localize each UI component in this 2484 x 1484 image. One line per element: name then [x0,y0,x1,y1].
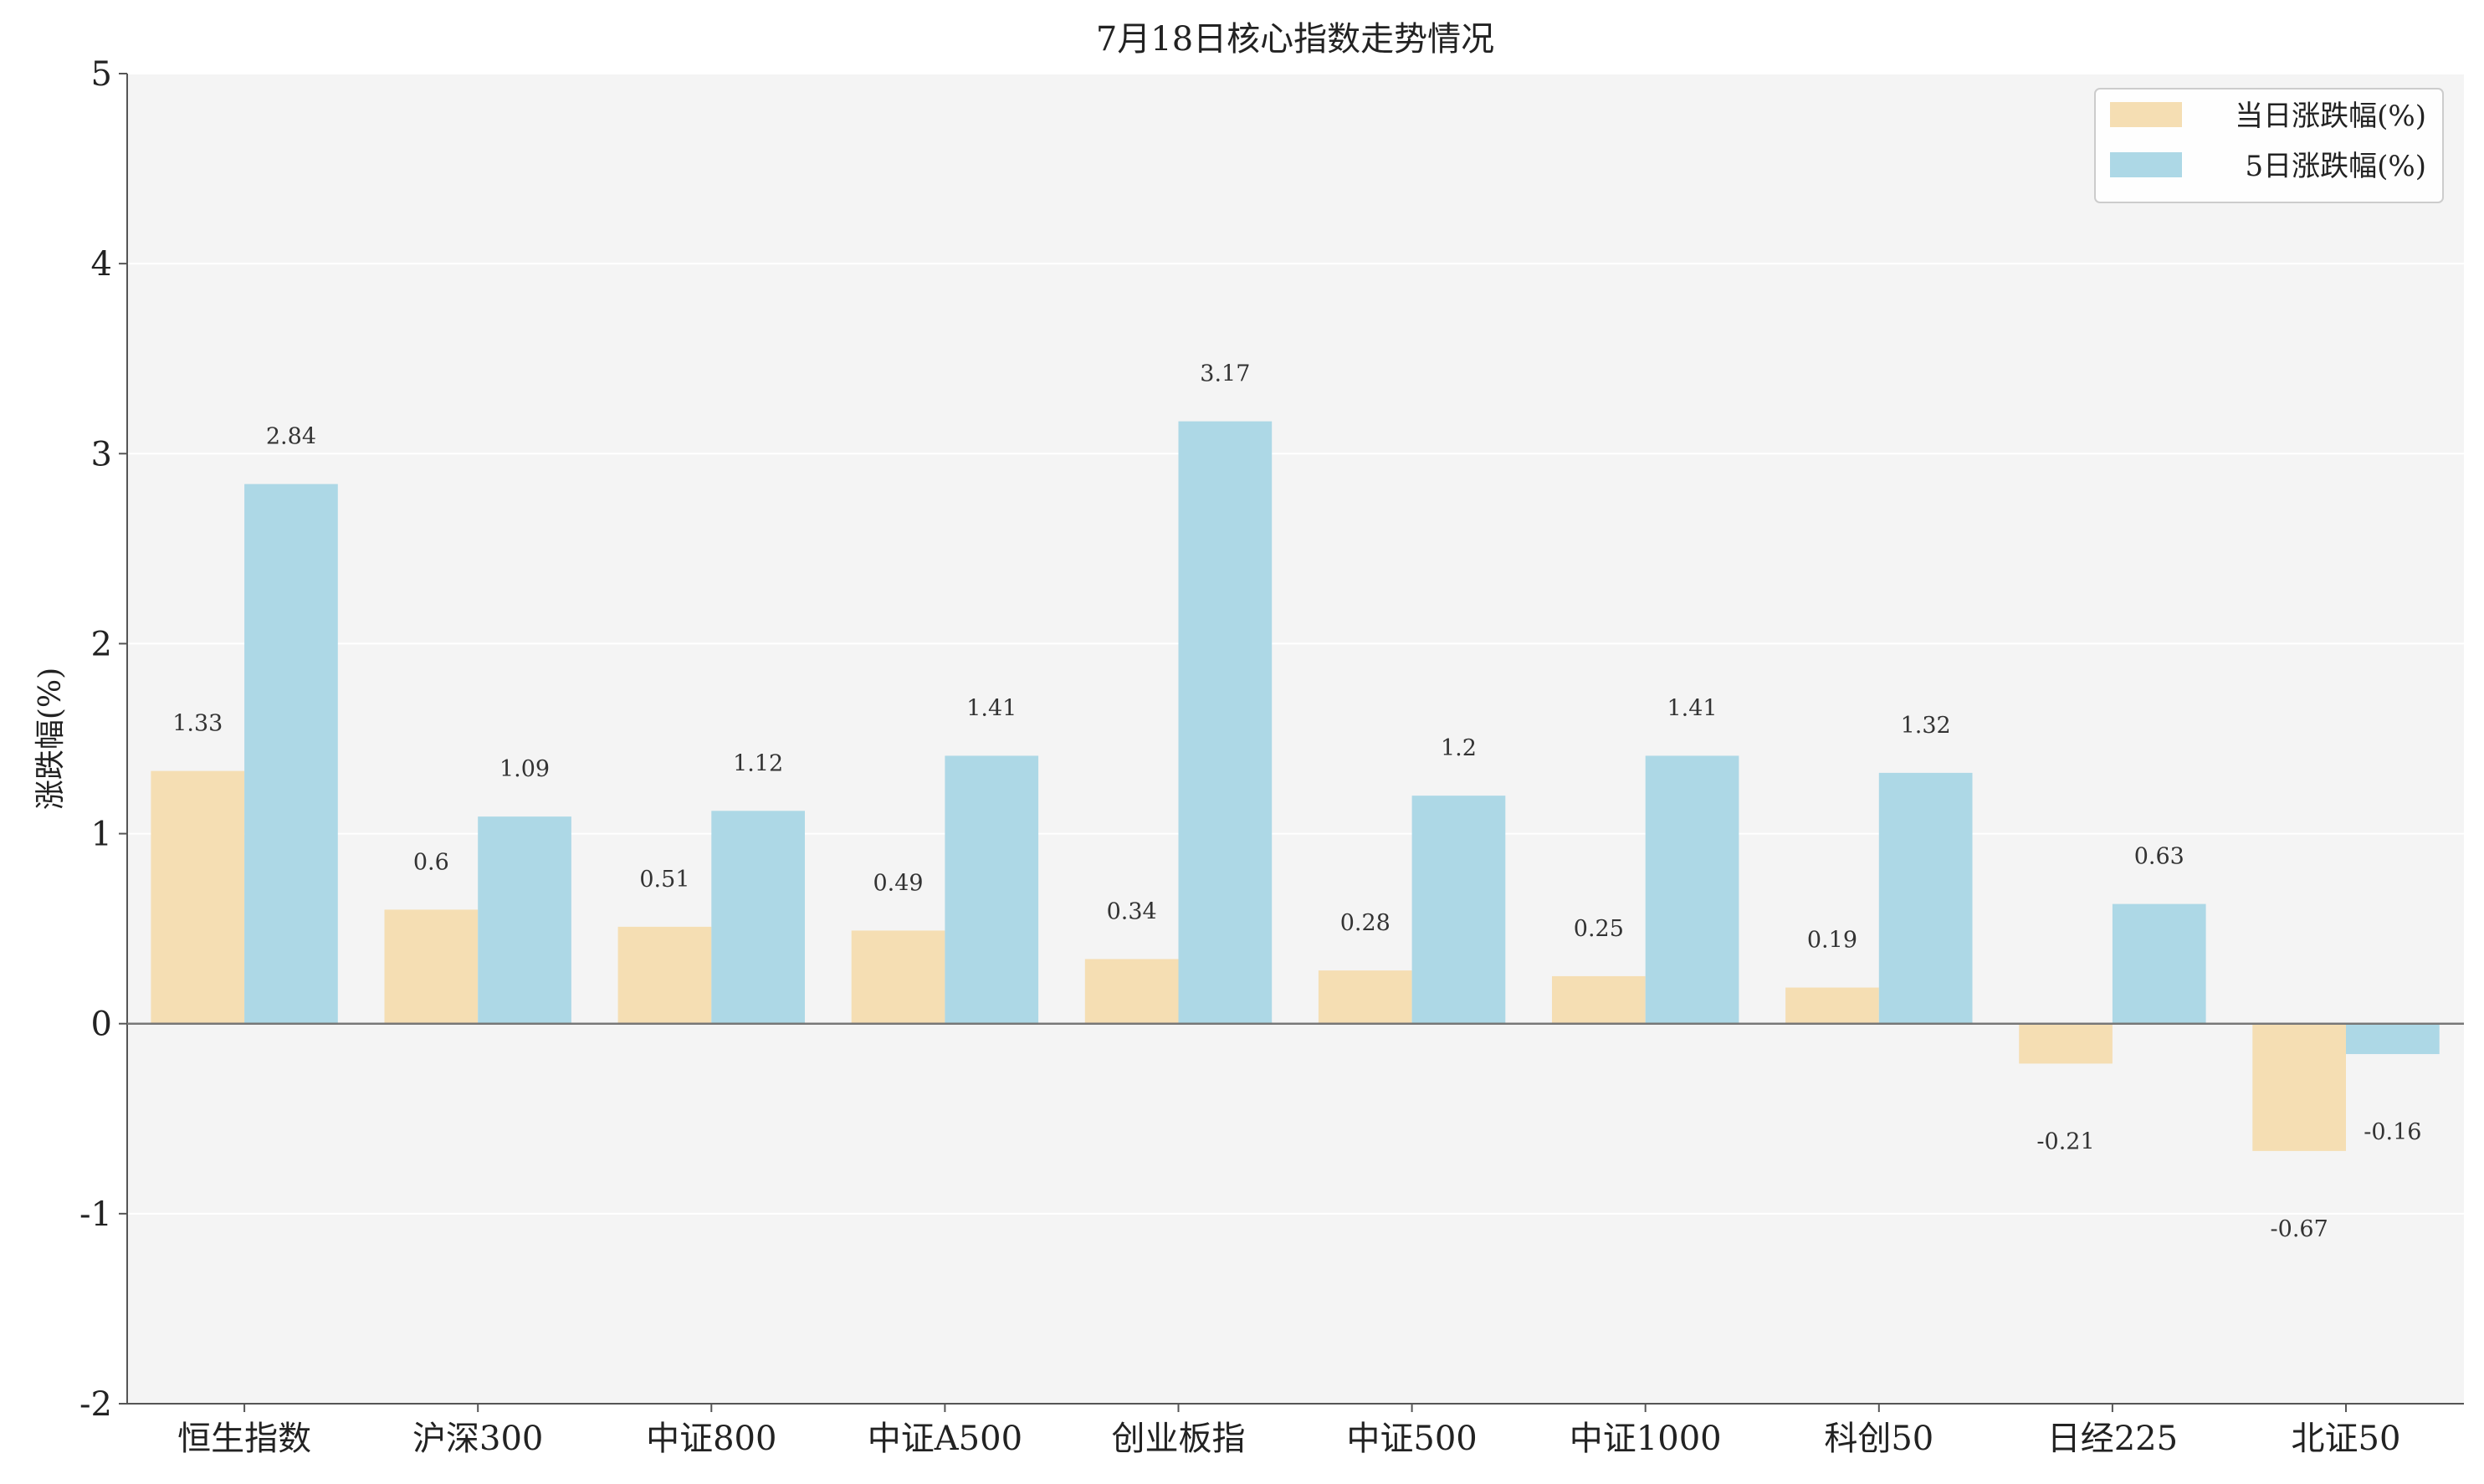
bar-daily [2019,1023,2113,1064]
bar-5day [1411,796,1506,1024]
data-label: 1.41 [966,695,1017,721]
y-tick-label: 4 [91,245,112,284]
y-tick-label: 2 [91,625,112,663]
x-tick-label: 日经225 [2047,1420,2178,1458]
y-tick-label: 0 [91,1006,112,1044]
bar-daily [2252,1023,2346,1151]
bar-daily [384,909,479,1024]
data-label: 1.2 [1441,735,1477,761]
data-labels: 1.33 2.84 0.6 1.09 0.51 1.12 0.49 1.41 0.34 3.17 0… [172,361,2421,1242]
x-tick-label: 中证A500 [868,1420,1022,1458]
x-tick-label: 沪深300 [412,1420,543,1458]
bar-5day [2112,903,2206,1024]
y-tick-label: 3 [91,435,112,473]
plot-area [127,74,2464,1404]
bar-5day [711,811,805,1024]
bar-daily [1318,970,1412,1024]
y-tick-label: -2 [79,1385,112,1424]
data-label: 0.49 [873,870,923,896]
bar-daily [851,930,945,1024]
bar-daily [1084,959,1179,1024]
legend-swatch-5day [2110,152,2182,177]
bar-5day [945,755,1039,1024]
data-label: 1.32 [1901,713,1951,739]
chart-title: 7月18日核心指数走势情况 [1096,20,1494,59]
data-label: 0.28 [1340,910,1391,936]
data-label: -0.21 [2036,1128,2094,1154]
bars [151,421,2440,1151]
data-label: 1.09 [499,756,550,782]
x-tick-label: 恒生指数 [177,1420,311,1458]
data-label: 0.25 [1574,916,1624,942]
y-tick-label: 5 [91,55,112,94]
data-label: 3.17 [1200,361,1250,387]
y-tick-label: 1 [91,816,112,854]
x-tick-label: 科创50 [1824,1420,1933,1458]
x-tick-label: 中证800 [646,1420,776,1458]
data-label: 2.84 [266,424,316,450]
bar-daily [1785,987,1879,1024]
data-label: -0.67 [2271,1216,2328,1242]
bar-5day [1645,755,1739,1024]
x-tick-label: 创业板指 [1112,1420,1246,1458]
x-tick-label: 中证500 [1346,1420,1477,1458]
data-label: 1.41 [1667,695,1717,721]
legend-label-daily: 当日涨跌幅(%) [2235,100,2426,133]
data-label: 1.33 [172,711,223,737]
y-axis-label: 涨跌幅(%) [33,668,68,810]
data-label: 0.51 [639,867,689,893]
bar-daily [617,926,712,1024]
x-tick-label: 中证1000 [1570,1420,1722,1458]
data-label: 1.12 [733,750,783,776]
x-tick-label: 北证50 [2292,1420,2401,1458]
bar-5day [1178,421,1273,1024]
legend-label-5day: 5日涨跌幅(%) [2246,150,2426,183]
bar-daily [1552,975,1646,1024]
legend-swatch-daily [2110,102,2182,127]
bar-5day [244,484,338,1024]
data-label: 0.34 [1107,898,1157,924]
bar-5day [2346,1023,2440,1055]
bar-5day [478,816,571,1024]
data-label: -0.16 [2364,1119,2421,1145]
data-label: 0.19 [1807,928,1857,954]
bar-5day [1878,772,1973,1024]
bar-daily [151,770,245,1024]
data-label: 0.63 [2134,844,2184,870]
data-label: 0.6 [413,849,449,875]
y-tick-label: -1 [79,1195,112,1234]
axes: -2 -1 0 1 2 3 4 5 恒生指数 沪深300 中证800 中证A500 创业板指 中证500 中… [79,55,2464,1458]
legend[interactable]: 当日涨跌幅(%) 5日涨跌幅(%) [2094,88,2444,203]
